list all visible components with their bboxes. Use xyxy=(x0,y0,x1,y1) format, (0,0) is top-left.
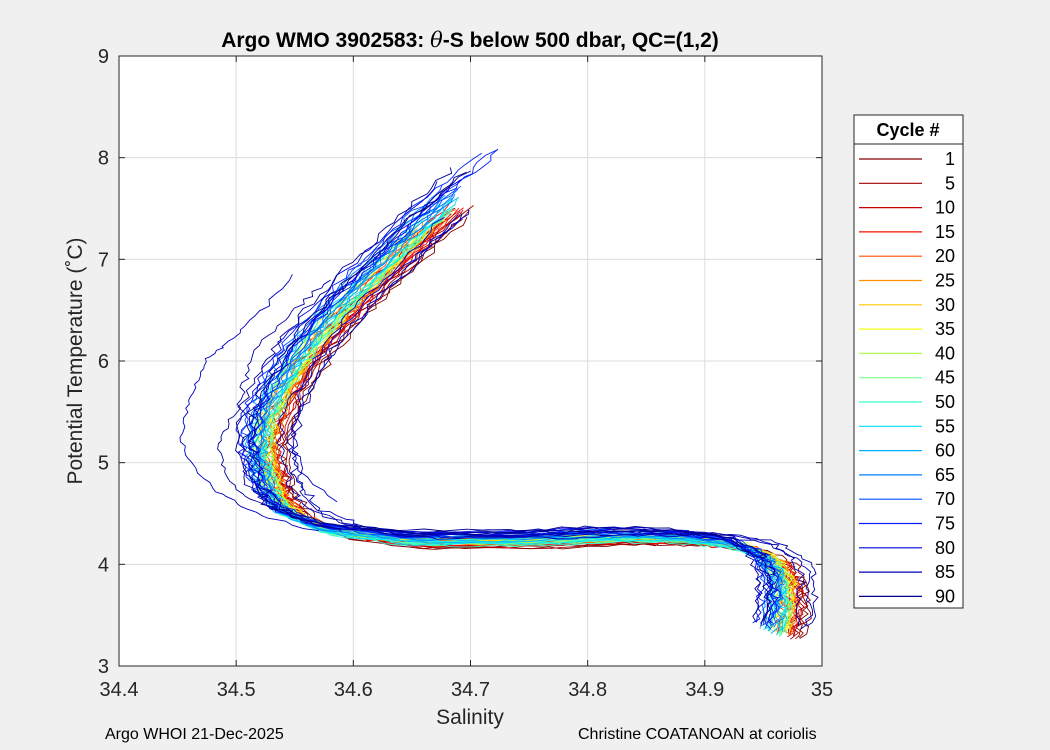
x-tick-label: 34.8 xyxy=(568,679,607,701)
y-tick-label: 3 xyxy=(98,656,109,678)
axis-ticks: 34.4 34.5 34.6 34.7 34.8 34.9 35 3 4 5 6 7 8 9 xyxy=(98,46,833,701)
x-axis-label: Salinity xyxy=(436,706,504,729)
legend-title: Cycle # xyxy=(876,120,939,140)
legend-label-25: 25 xyxy=(935,271,955,291)
series-outlier-b xyxy=(217,279,342,533)
data-series xyxy=(179,148,819,640)
footer-left-text: Argo WHOI 21-Dec-2025 xyxy=(105,726,284,743)
legend-label-65: 65 xyxy=(935,465,955,485)
y-tick-label: 6 xyxy=(98,351,109,373)
series-cycle-90 xyxy=(235,167,762,623)
legend-label-15: 15 xyxy=(935,222,955,242)
legend-label-85: 85 xyxy=(935,562,955,582)
y-tick-label: 9 xyxy=(98,46,109,68)
x-tick-label: 35 xyxy=(811,679,833,701)
legend-box xyxy=(853,114,964,609)
grid-lines xyxy=(119,56,822,666)
y-tick-label: 5 xyxy=(98,453,109,475)
legend-label-50: 50 xyxy=(935,392,955,412)
series-outlier-c xyxy=(291,209,470,503)
x-tick-label: 34.6 xyxy=(334,679,373,701)
legend-label-80: 80 xyxy=(935,538,955,558)
x-tick-label: 34.4 xyxy=(100,679,139,701)
legend: Cycle # 15101520253035404550556065707580… xyxy=(853,114,964,609)
chart-title: Argo WMO 3902583: θ-S below 500 dbar, QC… xyxy=(221,28,719,52)
y-tick-label: 4 xyxy=(98,554,109,576)
series-cycle-85 xyxy=(276,217,807,627)
y-tick-label: 7 xyxy=(98,249,109,271)
x-tick-label: 34.5 xyxy=(217,679,256,701)
x-tick-label: 34.9 xyxy=(685,679,724,701)
x-tick-label: 34.7 xyxy=(451,679,490,701)
legend-label-10: 10 xyxy=(935,198,955,218)
series-cycle-85 xyxy=(286,214,814,630)
legend-label-45: 45 xyxy=(935,368,955,388)
series-outlier-a xyxy=(179,274,320,532)
legend-label-40: 40 xyxy=(935,343,955,363)
series-cycle-90 xyxy=(247,170,776,623)
y-tick-label: 8 xyxy=(98,148,109,170)
legend-label-30: 30 xyxy=(935,295,955,315)
legend-label-70: 70 xyxy=(935,489,955,509)
legend-label-90: 90 xyxy=(935,586,955,606)
legend-label-5: 5 xyxy=(945,173,955,193)
legend-label-20: 20 xyxy=(935,246,955,266)
legend-label-1: 1 xyxy=(945,149,955,169)
legend-label-60: 60 xyxy=(935,441,955,461)
legend-label-35: 35 xyxy=(935,319,955,339)
series-cycle-75 xyxy=(252,148,782,625)
legend-label-55: 55 xyxy=(935,416,955,436)
series-cycle-85 xyxy=(290,213,819,627)
legend-label-75: 75 xyxy=(935,514,955,534)
series-cycle-75 xyxy=(248,149,776,630)
footer-right-text: Christine COATANOAN at coriolis xyxy=(578,726,817,743)
y-axis-label: Potential Temperature (˚C) xyxy=(64,237,87,484)
